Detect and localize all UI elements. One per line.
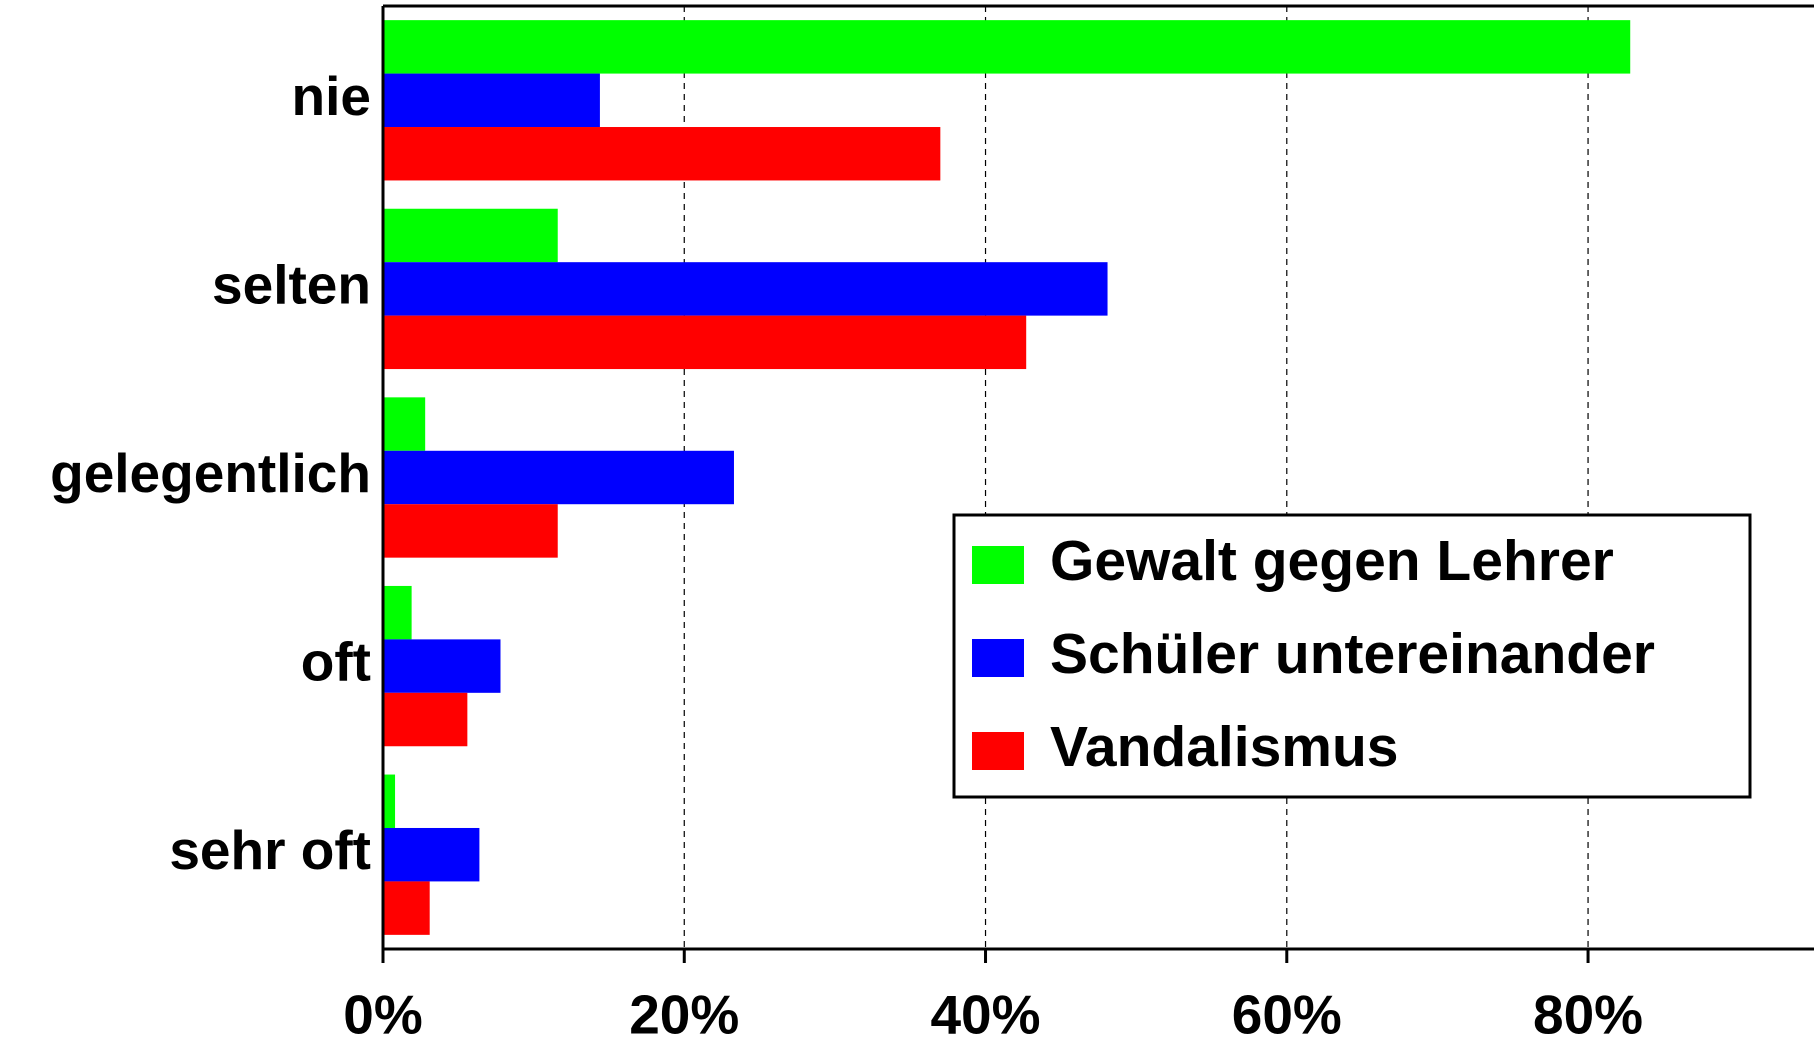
bar xyxy=(383,639,501,693)
x-tick-label: 60% xyxy=(1232,984,1342,1046)
y-tick-label: oft xyxy=(301,631,371,693)
x-tick-label: 80% xyxy=(1533,984,1643,1046)
y-tick-label: selten xyxy=(212,253,371,315)
bar xyxy=(383,827,480,882)
bar xyxy=(383,504,558,558)
bar xyxy=(383,208,558,263)
legend-swatch xyxy=(972,639,1024,677)
bar xyxy=(383,450,734,505)
y-tick-label: sehr oft xyxy=(169,819,371,881)
legend-label: Vandalismus xyxy=(1050,715,1399,779)
bar xyxy=(383,127,941,181)
legend-label: Gewalt gegen Lehrer xyxy=(1050,529,1614,593)
bar xyxy=(383,585,412,640)
bar xyxy=(383,397,426,451)
legend-swatch xyxy=(972,732,1024,770)
bar xyxy=(383,315,1027,370)
bar xyxy=(383,692,468,747)
x-tick-label: 40% xyxy=(930,984,1040,1046)
legend-swatch xyxy=(972,546,1024,584)
bar xyxy=(383,262,1108,316)
bar xyxy=(383,20,1631,74)
y-tick-label: nie xyxy=(292,65,371,127)
legend-box xyxy=(952,513,1752,799)
x-tick-label: 20% xyxy=(629,984,739,1046)
bar xyxy=(383,73,600,128)
bar xyxy=(383,881,430,935)
y-tick-label: gelegentlich xyxy=(50,442,371,504)
bar xyxy=(383,774,396,828)
x-tick-label: 0% xyxy=(343,984,423,1046)
legend-label: Schüler untereinander xyxy=(1050,622,1655,686)
